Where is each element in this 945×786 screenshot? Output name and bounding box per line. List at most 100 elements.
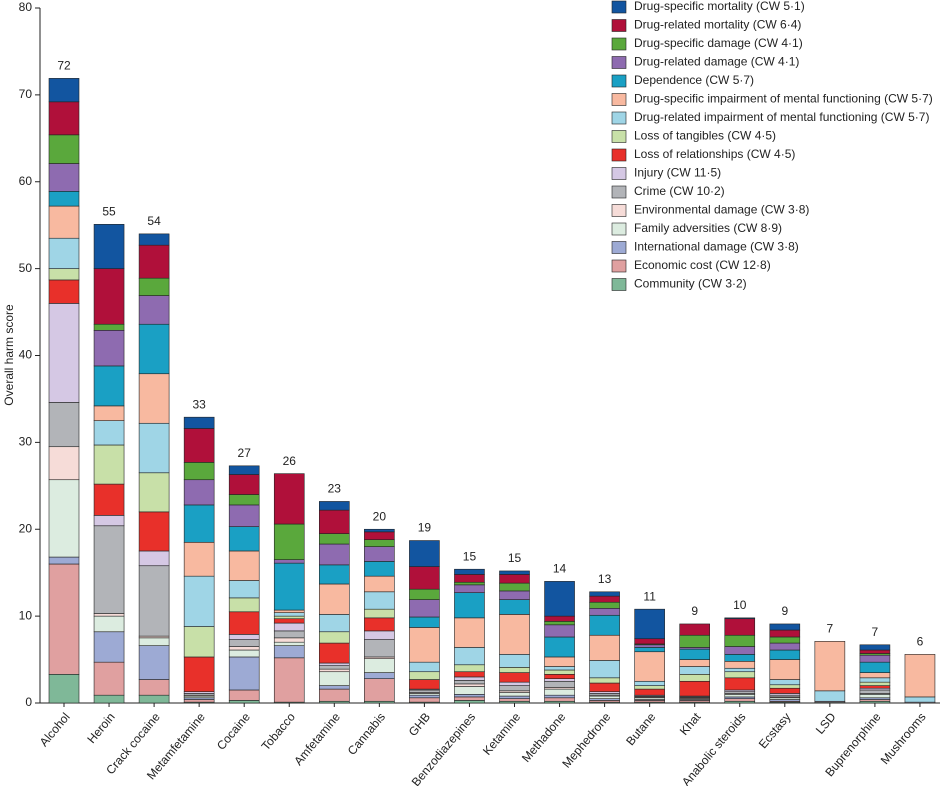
legend-swatch bbox=[611, 222, 627, 236]
bar-segment bbox=[589, 614, 620, 636]
bar-segment bbox=[724, 671, 756, 679]
total-label: 26 bbox=[283, 454, 297, 468]
bar-segment bbox=[544, 581, 575, 617]
bar-segment bbox=[859, 644, 891, 651]
bar-segment bbox=[589, 595, 620, 603]
bar-segment bbox=[454, 686, 485, 695]
bar-segment bbox=[48, 303, 80, 403]
bar-segment bbox=[93, 661, 125, 696]
bar-segment bbox=[544, 674, 575, 679]
bar-segment bbox=[589, 682, 620, 693]
legend-swatch bbox=[611, 241, 627, 254]
bar-segment bbox=[634, 608, 665, 640]
bar-segment bbox=[589, 695, 620, 699]
bar-segment bbox=[93, 268, 125, 325]
bar-segment bbox=[589, 591, 620, 597]
bar-segment bbox=[183, 575, 215, 627]
bar-segment bbox=[93, 224, 125, 269]
bar-segment bbox=[48, 279, 80, 304]
bar-segment bbox=[228, 597, 260, 613]
bar-segment bbox=[724, 660, 756, 669]
y-tick-label: 30 bbox=[19, 435, 33, 449]
bar-segment bbox=[769, 636, 801, 644]
bar-segment bbox=[93, 483, 125, 516]
bar-segment bbox=[93, 420, 125, 446]
bar-segment bbox=[93, 405, 125, 421]
bar-segment bbox=[454, 680, 485, 685]
bar-segment bbox=[138, 323, 170, 375]
bar-segment bbox=[318, 688, 350, 702]
bar-segment bbox=[679, 680, 711, 697]
bar-segment bbox=[364, 561, 395, 577]
legend-swatch bbox=[611, 19, 627, 32]
bar-segment bbox=[364, 630, 395, 640]
legend-swatch bbox=[611, 111, 627, 125]
legend-label: Environmental damage (CW 3·8) bbox=[634, 203, 809, 217]
total-label: 33 bbox=[192, 397, 206, 411]
bar-segment bbox=[138, 565, 170, 637]
bar-segment bbox=[454, 581, 485, 586]
bar-segment bbox=[544, 624, 575, 638]
bar-segment bbox=[724, 634, 756, 647]
bar-segment bbox=[93, 444, 125, 485]
legend-label: Family adversities (CW 8·9) bbox=[634, 221, 782, 235]
total-label: 13 bbox=[598, 572, 612, 586]
y-tick-label: 10 bbox=[19, 608, 33, 622]
bar-segment bbox=[499, 685, 530, 692]
x-tick-label: Ketamine bbox=[480, 710, 524, 758]
legend-swatch bbox=[611, 56, 627, 69]
bar-segment bbox=[724, 618, 756, 636]
legend-swatch bbox=[611, 278, 627, 291]
bar-segment bbox=[183, 626, 215, 658]
bar-segment bbox=[183, 416, 215, 429]
bar-segment bbox=[859, 689, 891, 694]
bar-segment bbox=[814, 690, 846, 702]
bar-segment bbox=[364, 528, 395, 533]
legend-swatch bbox=[611, 37, 627, 51]
bar-segment bbox=[634, 680, 665, 686]
bar-segment bbox=[48, 479, 80, 558]
bar-segment bbox=[318, 631, 350, 644]
y-tick-label: 80 bbox=[19, 0, 33, 14]
bar-segment bbox=[409, 627, 440, 663]
bar-segment bbox=[634, 638, 665, 645]
bar-segment bbox=[48, 191, 80, 207]
bar-segment bbox=[589, 677, 620, 684]
bar-segment bbox=[273, 559, 305, 564]
bar-segment bbox=[769, 684, 801, 689]
bar-segment bbox=[364, 531, 395, 540]
bar-segment bbox=[183, 656, 215, 693]
bar-segment bbox=[544, 636, 575, 658]
legend-label: Drug-related mortality (CW 6·4) bbox=[634, 18, 801, 32]
bar-segment bbox=[544, 669, 575, 675]
x-tick-label: Tobacco bbox=[259, 710, 299, 753]
bar-segment bbox=[454, 647, 485, 666]
bar-segment bbox=[454, 696, 485, 701]
bar-segment bbox=[544, 680, 575, 688]
bar-segment bbox=[93, 515, 125, 527]
bar-segment bbox=[724, 677, 756, 691]
x-tick-label: GHB bbox=[406, 710, 433, 739]
y-axis-label: Overall harm score bbox=[2, 304, 16, 406]
bar-segment bbox=[364, 672, 395, 679]
bar-segment bbox=[499, 695, 530, 699]
bar-segment bbox=[273, 473, 305, 525]
bar-segment bbox=[454, 664, 485, 673]
bar-segment bbox=[48, 556, 80, 565]
legend-swatch bbox=[611, 0, 627, 14]
x-tick-label: Methadone bbox=[519, 710, 569, 765]
bar-segment bbox=[679, 623, 711, 636]
bar-segment bbox=[409, 679, 440, 690]
bar-segment bbox=[228, 465, 260, 475]
bar-segment bbox=[318, 665, 350, 670]
bar-segment bbox=[679, 659, 711, 667]
bar-segment bbox=[409, 697, 440, 703]
bar-segment bbox=[409, 540, 440, 567]
bar-segment bbox=[228, 634, 260, 640]
bar-segment bbox=[904, 654, 936, 698]
bar-segment bbox=[228, 649, 260, 658]
bar-segment bbox=[859, 661, 891, 673]
x-tick-label: Amfetamine bbox=[291, 710, 343, 768]
bar-segment bbox=[499, 681, 530, 686]
bar-segment bbox=[273, 657, 305, 703]
